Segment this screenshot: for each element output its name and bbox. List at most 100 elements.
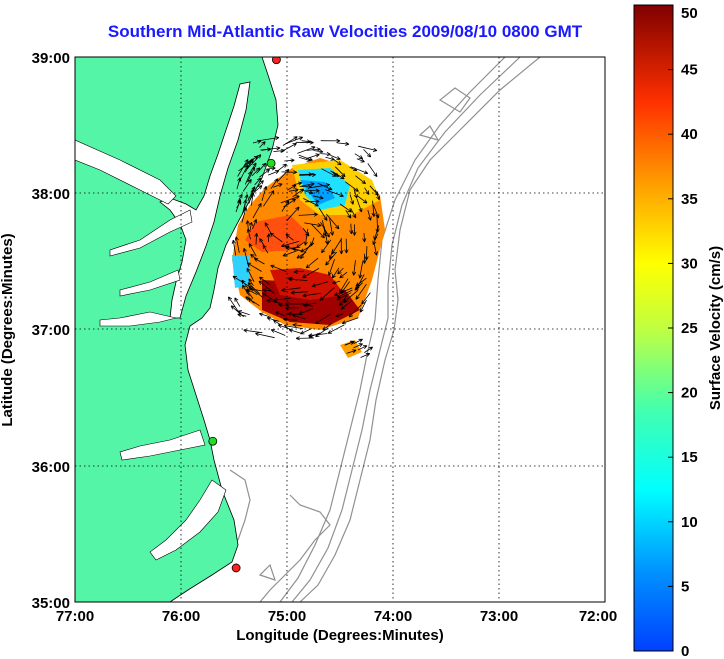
velocity-arrow [252,139,262,144]
velocity-arrow [317,182,333,191]
velocity-arrow [285,136,303,145]
velocity-arrow [300,242,312,260]
velocity-arrow [277,163,287,172]
velocity-arrow [244,171,252,185]
velocity-arrow [299,184,312,189]
velocity-arrow [350,166,369,175]
albemarle-sound [119,429,206,461]
colorbar-label: Surface Velocity (cm/s) [707,246,724,410]
velocity-arrow [292,323,302,328]
velocity-arrow [273,183,283,188]
velocity-arrow [364,246,369,261]
y-tick-label: 35:00 [32,595,70,612]
velocity-arrow [293,269,305,274]
velocity-arrow [372,233,379,245]
river-james [99,311,177,327]
velocity-arrow [297,146,316,154]
velocity-arrow [303,198,319,207]
velocity-arrow [356,158,365,163]
velocity-arrow [350,208,357,219]
velocity-arrow [282,136,298,146]
velocity-arrow [373,242,378,256]
velocity-arrow [237,310,250,316]
velocity-arrow [285,246,296,251]
velocity-arrow [344,238,349,254]
x-axis: 77:00 76:00 75:00 74:00 73:00 72:00 Long… [56,608,617,644]
delaware-bay [75,139,177,205]
velocity-arrow [338,278,349,294]
velocity-arrow [362,253,367,264]
velocity-arrow [295,140,314,145]
velocity-arrow [270,178,279,189]
velocity-arrow [364,346,373,353]
velocity-arrow [242,247,250,268]
velocity-arrow [270,329,286,336]
y-tick-label: 39:00 [32,50,70,67]
x-tick-label: 72:00 [579,608,617,625]
velocity-arrow [306,153,320,159]
colorbar-tick-label: 40 [681,126,698,143]
velocity-arrow [248,278,254,286]
velocity-arrow [255,180,264,189]
velocity-arrow [361,292,371,305]
velocity-arrow [259,169,270,178]
velocity-arrow [266,298,281,304]
velocity-arrow [346,349,357,354]
velocity-field [232,158,385,358]
velocity-arrow [304,302,317,307]
velocity-arrow [246,267,255,282]
colorbar-gradient [633,4,674,652]
velocity-arrow [262,288,271,293]
velocity-arrow [303,228,309,246]
velocity-arrow [312,195,324,200]
velocity-arrow [230,305,244,318]
velocity-arrow [247,282,261,295]
velocity-arrow [252,202,262,219]
velocity-arrow [339,295,348,306]
velocity-arrow [254,185,263,193]
velocity-arrow [330,154,341,160]
velocity-arrow [348,304,362,318]
velocity-arrow [375,189,380,201]
x-axis-label: Longitude (Degrees:Minutes) [236,627,444,644]
velocity-arrow [334,287,353,296]
velocity-arrow [258,280,275,294]
velocity-arrow [332,158,342,166]
velocity-arrow [266,233,271,242]
y-axis: 39:00 38:00 37:00 36:00 35:00 Latitude (… [0,50,70,612]
velocity-arrow [298,212,318,217]
colorbar-tick-label: 5 [681,578,689,595]
velocity-arrow [262,292,275,302]
velocity-arrow [360,352,371,358]
map-grid [75,57,605,602]
velocity-arrow [236,200,241,209]
colorbar-tick-label: 15 [681,449,698,466]
velocity-arrow [255,332,275,339]
velocity-arrow [248,188,255,204]
velocity-arrow [284,158,295,163]
velocity-arrow [305,257,319,269]
velocity-arrow [334,166,346,178]
velocity-arrow [251,167,261,177]
colorbar-tick-label: 0 [681,643,689,659]
velocity-arrow [261,147,272,152]
velocity-arrow [269,232,283,243]
velocity-arrow [353,338,363,345]
velocity-arrow [248,243,257,257]
velocity-arrow [325,251,338,266]
velocity-arrow [321,168,337,177]
velocity-arrow [228,296,239,312]
river-potomac [109,209,193,257]
velocity-arrow [331,267,340,279]
velocity-arrow [245,296,260,307]
velocity-arrow [318,207,328,221]
radar-station-marker [272,57,281,65]
velocity-arrow [242,284,250,297]
velocity-arrow [320,152,331,157]
velocity-arrow [298,308,313,315]
velocity-arrow [343,289,359,303]
velocity-arrow [232,275,250,287]
y-axis-label: Latitude (Degrees:Minutes) [0,233,16,426]
velocity-arrow [345,181,359,192]
